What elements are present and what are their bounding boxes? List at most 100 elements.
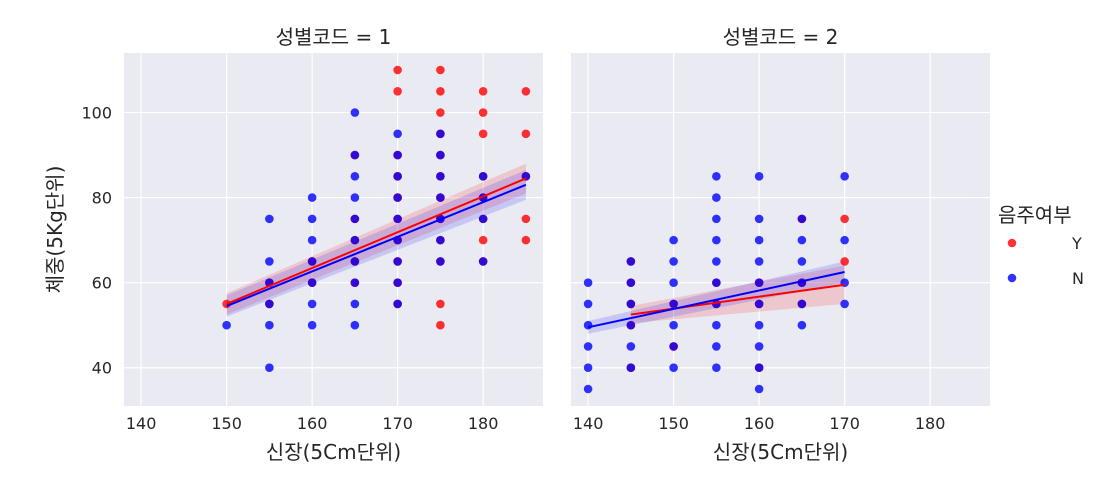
data-point-n [754, 235, 764, 245]
facet-panel-2: 140 150 160 170 180 성별코드 = 2 신장(5Cm단위) [571, 25, 990, 464]
data-point-n [626, 363, 636, 373]
y-axis-label: 체중(5Kg단위) [43, 166, 67, 294]
data-point-y [393, 65, 402, 75]
x-tick-label: 180 [468, 414, 499, 433]
data-point-n [393, 150, 402, 160]
data-point-y [521, 86, 531, 96]
data-point-n [583, 278, 593, 287]
data-point-n [712, 193, 721, 202]
data-point-n [307, 193, 317, 202]
data-point-n [265, 320, 274, 330]
data-point-n [350, 214, 360, 224]
data-point-n [712, 278, 721, 287]
data-point-n [797, 320, 807, 330]
data-point-n [436, 235, 445, 245]
data-point-n [626, 299, 636, 309]
data-point-n [754, 299, 764, 309]
data-point-n [840, 235, 849, 245]
data-point-n [393, 172, 402, 181]
data-point-n [669, 257, 678, 266]
data-point-n [754, 342, 764, 351]
data-point-n [840, 299, 849, 309]
data-point-n [393, 257, 402, 266]
data-point-y [521, 129, 531, 139]
data-point-n [840, 172, 849, 181]
data-point-y [840, 257, 849, 266]
data-point-n [478, 257, 488, 266]
data-point-n [583, 342, 593, 351]
data-point-n [626, 257, 636, 266]
panel-title: 성별코드 = 2 [723, 25, 839, 49]
y-tick-label: 60 [92, 274, 112, 293]
data-point-n [350, 193, 360, 202]
data-point-n [393, 278, 402, 287]
confidence-band-n [588, 261, 845, 334]
data-point-n [712, 235, 721, 245]
regression-line-n [226, 183, 527, 307]
data-point-n [307, 278, 317, 287]
x-axis-label: 신장(5Cm단위) [266, 440, 401, 464]
data-point-n [307, 320, 317, 330]
plot-background [124, 53, 543, 406]
data-point-n [393, 214, 402, 224]
data-point-n [393, 129, 402, 139]
data-point-n [754, 257, 764, 266]
legend-label-y: Y [1071, 234, 1082, 253]
data-point-y [436, 65, 445, 75]
data-point-n [307, 299, 317, 309]
legend-marker-n [1007, 273, 1017, 283]
legend-label-n: N [1072, 269, 1084, 288]
x-tick-label: 140 [126, 414, 157, 433]
data-point-y [478, 129, 488, 139]
data-point-n [583, 299, 593, 309]
x-tick-label: 160 [297, 414, 328, 433]
data-point-n [307, 235, 317, 245]
data-point-n [712, 320, 721, 330]
data-point-n [669, 299, 678, 309]
x-tick-label: 150 [211, 414, 242, 433]
data-point-n [436, 193, 445, 202]
x-tick-label: 150 [658, 414, 689, 433]
data-point-n [350, 320, 360, 330]
data-point-n [350, 299, 360, 309]
data-point-y [478, 86, 488, 96]
data-point-n [307, 214, 317, 224]
data-point-n [626, 342, 636, 351]
data-point-n [797, 235, 807, 245]
y-tick-label: 100 [81, 104, 112, 123]
data-point-y [840, 214, 849, 224]
data-point-n [712, 214, 721, 224]
y-tick-label: 40 [92, 359, 112, 378]
data-point-y [436, 86, 445, 96]
data-point-n [669, 235, 678, 245]
data-point-n [265, 299, 274, 309]
data-point-n [393, 193, 402, 202]
data-point-n [583, 320, 593, 330]
data-point-n [350, 172, 360, 181]
x-tick-label: 140 [573, 414, 604, 433]
x-tick-label: 170 [829, 414, 860, 433]
data-point-n [669, 320, 678, 330]
data-point-n [350, 257, 360, 266]
data-point-n [350, 235, 360, 245]
data-point-n [712, 172, 721, 181]
data-point-y [436, 108, 445, 117]
data-point-n [478, 172, 488, 181]
data-point-n [669, 363, 678, 373]
data-point-n [436, 257, 445, 266]
data-point-y [521, 214, 531, 224]
data-point-n [265, 214, 274, 224]
data-point-n [350, 108, 360, 117]
panel-title: 성별코드 = 1 [276, 25, 392, 49]
data-point-n [797, 214, 807, 224]
data-point-n [712, 257, 721, 266]
data-point-y [478, 108, 488, 117]
data-point-n [436, 172, 445, 181]
x-axis-label: 신장(5Cm단위) [713, 440, 848, 464]
data-point-n [478, 214, 488, 224]
data-point-n [307, 257, 317, 266]
confidence-band-n [226, 169, 526, 317]
x-tick-label: 170 [382, 414, 413, 433]
data-point-y [436, 320, 445, 330]
